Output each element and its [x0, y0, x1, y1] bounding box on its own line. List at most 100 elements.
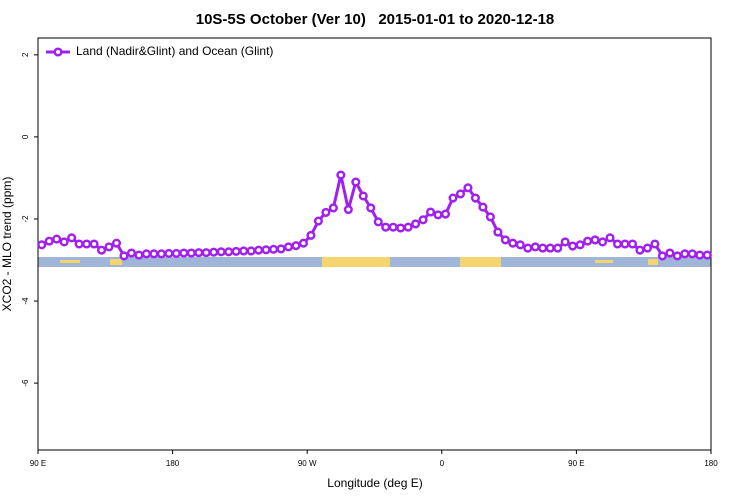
data-point — [313, 216, 323, 226]
data-point — [687, 249, 697, 259]
data-point — [545, 243, 555, 253]
data-point — [381, 222, 391, 232]
data-point — [455, 189, 466, 199]
x-tick-label: 0 — [440, 459, 445, 468]
data-point — [433, 210, 443, 220]
data-point — [224, 247, 234, 257]
data-point — [500, 235, 510, 245]
data-point — [672, 251, 682, 261]
data-point — [650, 239, 660, 249]
data-point — [209, 247, 219, 257]
data-point — [478, 202, 488, 212]
data-point — [508, 238, 518, 248]
map-strip — [38, 257, 711, 267]
land-islands — [648, 259, 658, 265]
data-point — [568, 241, 578, 251]
y-axis-label: XCO2 - MLO trend (ppm) — [0, 177, 14, 312]
data-point — [321, 207, 331, 217]
data-point — [560, 237, 570, 247]
x-tick-label: 90 W — [298, 459, 317, 468]
data-point — [605, 233, 615, 243]
data-point — [612, 239, 623, 249]
data-point — [231, 246, 241, 256]
data-point — [67, 233, 77, 243]
data-point — [298, 238, 309, 248]
data-point — [111, 238, 122, 248]
data-point — [186, 248, 196, 258]
data-point — [343, 204, 353, 215]
land-islands — [110, 259, 122, 265]
y-tick-label: 0 — [21, 134, 30, 139]
data-point — [463, 183, 473, 193]
data-point — [426, 207, 436, 217]
land-africa — [322, 257, 390, 267]
data-point — [216, 247, 226, 257]
data-point — [179, 248, 189, 258]
x-tick-label: 180 — [166, 459, 180, 468]
data-point — [291, 241, 301, 251]
data-point — [351, 177, 361, 187]
data-point — [44, 236, 54, 246]
land-islands — [595, 260, 613, 263]
data-point — [141, 249, 151, 259]
chart-title: 10S-5S October (Ver 10) 2015-01-01 to 20… — [196, 11, 555, 28]
x-axis-label: Longitude (deg E) — [327, 476, 422, 490]
data-point — [553, 243, 563, 253]
data-point — [695, 250, 705, 260]
y-tick-label: -2 — [21, 215, 30, 223]
land-south-america — [460, 257, 501, 267]
data-point — [254, 245, 264, 255]
legend-marker — [53, 47, 63, 57]
data-point — [620, 239, 630, 249]
data-point — [590, 235, 600, 245]
data-point — [642, 243, 652, 253]
data-point — [470, 193, 481, 203]
data-point — [126, 248, 137, 258]
data-point — [37, 240, 47, 250]
data-point — [164, 248, 174, 258]
x-tick-label: 180 — [704, 459, 718, 468]
data-point — [635, 245, 645, 255]
series-line — [41, 174, 708, 258]
data-point — [171, 248, 181, 258]
data-point — [89, 239, 99, 249]
y-tick-label: -4 — [21, 297, 30, 305]
data-point — [680, 249, 690, 259]
data-point — [515, 240, 525, 250]
data-point — [246, 246, 256, 256]
data-point — [194, 248, 204, 258]
data-point — [418, 215, 428, 225]
data-point — [523, 243, 533, 253]
x-tick-label: 90 E — [30, 459, 46, 468]
data-point — [283, 242, 294, 252]
data-point — [440, 209, 451, 219]
land-islands — [60, 260, 80, 263]
data-point — [239, 246, 249, 256]
data-point — [134, 250, 144, 260]
data-point — [328, 203, 338, 213]
data-point — [82, 239, 92, 249]
data-point — [52, 234, 62, 244]
y-tick-label: 2 — [21, 52, 30, 57]
data-point — [403, 222, 413, 232]
data-point — [366, 203, 376, 213]
data-point — [74, 239, 84, 249]
data-point — [388, 222, 398, 232]
data-point — [373, 217, 383, 227]
data-point — [575, 240, 585, 250]
data-point — [156, 249, 166, 259]
data-point — [627, 239, 638, 249]
data-point — [104, 242, 114, 252]
data-point — [598, 237, 608, 247]
data-point — [358, 191, 368, 201]
data-point — [97, 245, 107, 255]
plot-frame — [37, 37, 712, 451]
data-point — [276, 244, 286, 254]
data-point — [665, 248, 675, 258]
data-point — [201, 248, 211, 258]
data-point — [119, 251, 129, 261]
legend-label: Land (Nadir&Glint) and Ocean (Glint) — [76, 44, 273, 58]
data-point — [702, 250, 712, 260]
data-point — [306, 230, 316, 240]
